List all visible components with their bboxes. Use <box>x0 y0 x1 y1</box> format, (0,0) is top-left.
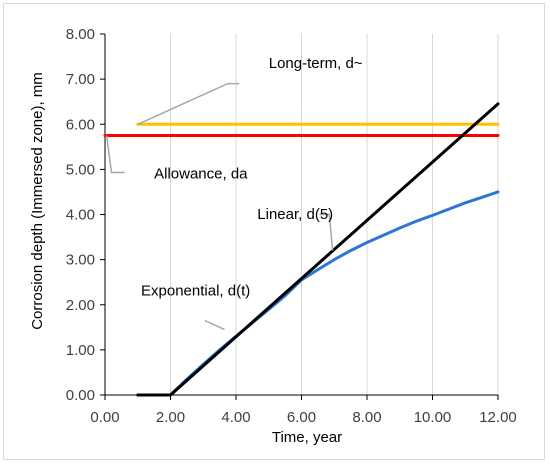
x-tick-label: 10.00 <box>414 409 452 426</box>
x-axis-label: Time, year <box>272 429 342 446</box>
y-tick-label: 0.00 <box>66 387 95 404</box>
x-tick-label: 4.00 <box>221 409 250 426</box>
leader-linear-d-5 <box>319 213 334 251</box>
y-tick-label: 3.00 <box>66 252 95 269</box>
y-tick-label: 8.00 <box>66 26 95 43</box>
tick-labels: 0.00 1.00 2.00 3.00 4.00 5.00 6.00 7.00 8.00 0.00… <box>66 26 517 426</box>
leader-long-term-d <box>137 82 240 125</box>
x-tick-label: 0.00 <box>90 409 119 426</box>
annotation-exponential-d-t: Exponential, d(t) <box>141 283 250 300</box>
y-tick-label: 5.00 <box>66 161 95 178</box>
y-axis-label: Corrosion depth (Immersed zone), mm <box>29 72 46 330</box>
x-tick-label: 12.00 <box>479 409 517 426</box>
chart-frame <box>3 3 545 460</box>
x-tick-label: 6.00 <box>287 409 316 426</box>
y-tick-label: 2.00 <box>66 297 95 314</box>
annotation-allowance-da: Allowance, da <box>154 165 248 182</box>
y-tick-label: 6.00 <box>66 116 95 133</box>
annotation-linear-d-5: Linear, d(5) <box>257 206 333 223</box>
x-tick-label: 8.00 <box>352 409 381 426</box>
series-line-linear-d-5 <box>136 102 500 397</box>
leader-allowance-da <box>105 135 125 174</box>
leader-exponential-d-t <box>204 319 225 331</box>
series-lines <box>103 102 500 397</box>
y-tick-label: 4.00 <box>66 207 95 224</box>
x-tick-label: 2.00 <box>156 409 185 426</box>
y-tick-label: 7.00 <box>66 71 95 88</box>
grid <box>170 34 499 395</box>
annotation-long-term-d: Long-term, d~ <box>269 55 363 72</box>
annotations: Long-term, d~ Allowance, da Linear, d(5) Ex… <box>105 55 363 331</box>
y-tick-label: 1.00 <box>66 342 95 359</box>
